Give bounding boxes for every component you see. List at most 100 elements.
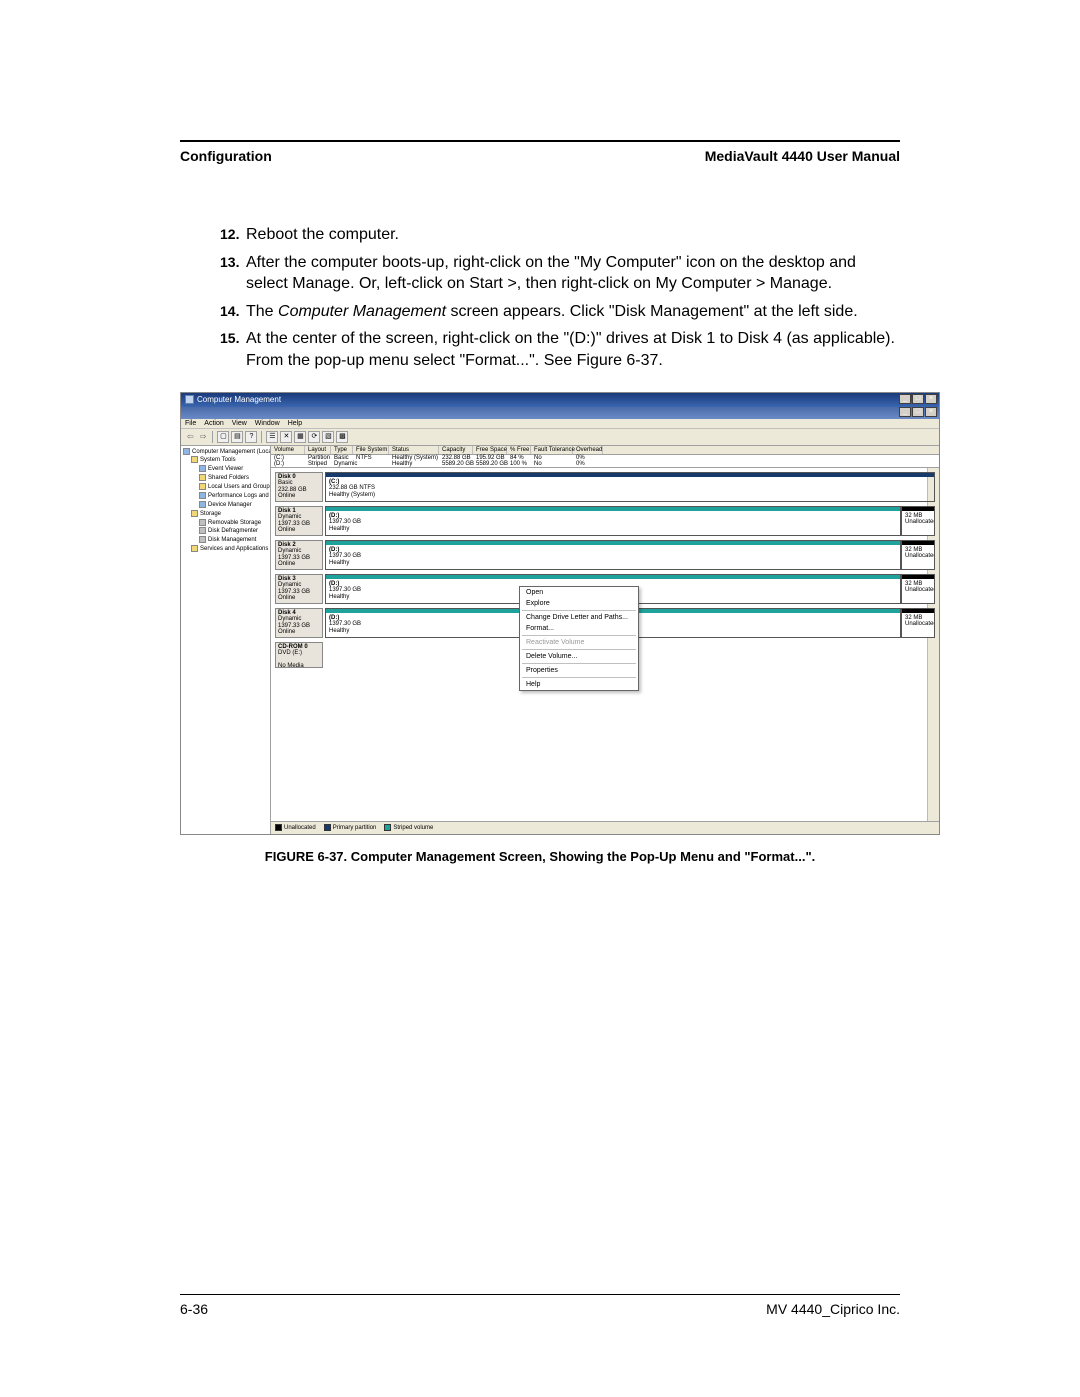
- app-icon: [185, 395, 194, 404]
- disk-area: Disk 0Basic232.88 GBOnline(C:)232.88 GB …: [271, 467, 939, 822]
- tree-label: Event Viewer: [208, 466, 243, 472]
- tree-label: Performance Logs and Alerts: [208, 493, 271, 499]
- toolbar-button[interactable]: ☰: [266, 431, 278, 443]
- toolbar-button[interactable]: ▢: [217, 431, 229, 443]
- volume-rows: (C:)PartitionBasicNTFSHealthy (System)23…: [271, 455, 939, 467]
- menu-item[interactable]: Help: [288, 420, 302, 427]
- menu-item[interactable]: File: [185, 420, 196, 427]
- tree-item[interactable]: Event Viewer: [183, 465, 268, 474]
- window-title: Computer Management: [197, 395, 281, 404]
- tree-label: Storage: [200, 511, 221, 517]
- step-list: 12.Reboot the computer.13.After the comp…: [220, 224, 900, 372]
- menu-item[interactable]: View: [232, 420, 247, 427]
- step-number: 15.: [220, 328, 246, 371]
- column-header[interactable]: Capacity: [439, 446, 473, 454]
- volume-header: VolumeLayoutTypeFile SystemStatusCapacit…: [271, 446, 939, 455]
- legend-item: Primary partition: [324, 824, 377, 831]
- column-header[interactable]: Status: [389, 446, 439, 454]
- tree-item[interactable]: Storage: [183, 510, 268, 519]
- volume-box[interactable]: (C:)232.88 GB NTFSHealthy (System): [325, 472, 935, 502]
- main-panes: Computer Management (Local)System ToolsE…: [181, 446, 939, 834]
- disk-row: Disk 2Dynamic1397.33 GBOnline(D:)1397.30…: [275, 540, 935, 570]
- step-item: 13.After the computer boots-up, right-cl…: [220, 252, 900, 295]
- toolbar-button[interactable]: ▤: [231, 431, 243, 443]
- close-button[interactable]: ×: [925, 394, 937, 404]
- context-menu-item[interactable]: Help: [520, 679, 638, 690]
- toolbar-button[interactable]: ▧: [322, 431, 334, 443]
- context-menu-separator: [522, 610, 636, 611]
- tree-label: Removable Storage: [208, 520, 261, 526]
- child-minimize-button[interactable]: _: [899, 407, 911, 417]
- context-menu-item[interactable]: Change Drive Letter and Paths...: [520, 612, 638, 623]
- page-header: Configuration MediaVault 4440 User Manua…: [180, 148, 900, 164]
- unallocated-box[interactable]: 32 MBUnallocated: [901, 540, 935, 570]
- menu-item[interactable]: Window: [255, 420, 280, 427]
- toolbar-button[interactable]: ✕: [280, 431, 292, 443]
- column-header[interactable]: % Free: [507, 446, 531, 454]
- tree-label: Local Users and Groups: [208, 484, 271, 490]
- tree-item[interactable]: Services and Applications: [183, 545, 268, 554]
- unallocated-box[interactable]: 32 MBUnallocated: [901, 608, 935, 638]
- footer-page-number: 6-36: [180, 1301, 208, 1317]
- tree-icon: [199, 465, 206, 472]
- column-header[interactable]: Volume: [271, 446, 305, 454]
- toolbar-button[interactable]: ⟳: [308, 431, 320, 443]
- maximize-button[interactable]: □: [912, 394, 924, 404]
- tree-icon: [199, 492, 206, 499]
- tree-label: Disk Management: [208, 537, 256, 543]
- step-item: 15.At the center of the screen, right-cl…: [220, 328, 900, 371]
- tree-item[interactable]: Computer Management (Local): [183, 448, 268, 457]
- context-menu-separator: [522, 635, 636, 636]
- child-titlebar: _ □ ×: [181, 407, 939, 419]
- toolbar-button[interactable]: ▦: [294, 431, 306, 443]
- tree-item[interactable]: Removable Storage: [183, 519, 268, 528]
- tree-item[interactable]: Disk Defragmenter: [183, 527, 268, 536]
- column-header[interactable]: Layout: [305, 446, 331, 454]
- forward-icon[interactable]: ⇨: [198, 432, 209, 441]
- footer-company: MV 4440_Ciprico Inc.: [766, 1301, 900, 1317]
- context-menu-item[interactable]: Format...: [520, 623, 638, 634]
- minimize-button[interactable]: _: [899, 394, 911, 404]
- tree-item[interactable]: Device Manager: [183, 501, 268, 510]
- right-pane: VolumeLayoutTypeFile SystemStatusCapacit…: [271, 446, 939, 834]
- child-maximize-button[interactable]: □: [912, 407, 924, 417]
- context-menu-item[interactable]: Open: [520, 587, 638, 598]
- tree-item[interactable]: Performance Logs and Alerts: [183, 492, 268, 501]
- tree-item[interactable]: Local Users and Groups: [183, 483, 268, 492]
- context-menu-separator: [522, 663, 636, 664]
- toolbar-button[interactable]: ▩: [336, 431, 348, 443]
- tree-icon: [199, 519, 206, 526]
- tree-item[interactable]: Shared Folders: [183, 474, 268, 483]
- volume-box[interactable]: (D:)1397.30 GBHealthy: [325, 506, 901, 536]
- disk-row: Disk 1Dynamic1397.33 GBOnline(D:)1397.30…: [275, 506, 935, 536]
- step-number: 13.: [220, 252, 246, 295]
- column-header[interactable]: File System: [353, 446, 389, 454]
- child-close-button[interactable]: ×: [925, 407, 937, 417]
- context-menu-separator: [522, 677, 636, 678]
- unallocated-box[interactable]: 32 MBUnallocated: [901, 574, 935, 604]
- toolbar-divider: [261, 431, 262, 443]
- tree-item[interactable]: Disk Management: [183, 536, 268, 545]
- step-text: After the computer boots-up, right-click…: [246, 252, 900, 295]
- toolbar-button[interactable]: ?: [245, 431, 257, 443]
- volume-box[interactable]: (D:)1397.30 GBHealthy: [325, 540, 901, 570]
- context-menu-item[interactable]: Explore: [520, 598, 638, 609]
- column-header[interactable]: Type: [331, 446, 353, 454]
- legend-swatch: [324, 824, 331, 831]
- disk-label: Disk 0Basic232.88 GBOnline: [275, 472, 323, 502]
- tree-icon: [199, 527, 206, 534]
- context-menu-separator: [522, 649, 636, 650]
- tree-label: Computer Management (Local): [192, 449, 271, 455]
- back-icon[interactable]: ⇦: [185, 432, 196, 441]
- disk-label: Disk 1Dynamic1397.33 GBOnline: [275, 506, 323, 536]
- tree-item[interactable]: System Tools: [183, 456, 268, 465]
- step-text: Reboot the computer.: [246, 224, 900, 246]
- context-menu-item[interactable]: Properties: [520, 665, 638, 676]
- context-menu-item[interactable]: Delete Volume...: [520, 651, 638, 662]
- legend-swatch: [275, 824, 282, 831]
- column-header[interactable]: Fault Tolerance: [531, 446, 573, 454]
- column-header[interactable]: Free Space: [473, 446, 507, 454]
- unallocated-box[interactable]: 32 MBUnallocated: [901, 506, 935, 536]
- column-header[interactable]: Overhead: [573, 446, 603, 454]
- menu-item[interactable]: Action: [204, 420, 223, 427]
